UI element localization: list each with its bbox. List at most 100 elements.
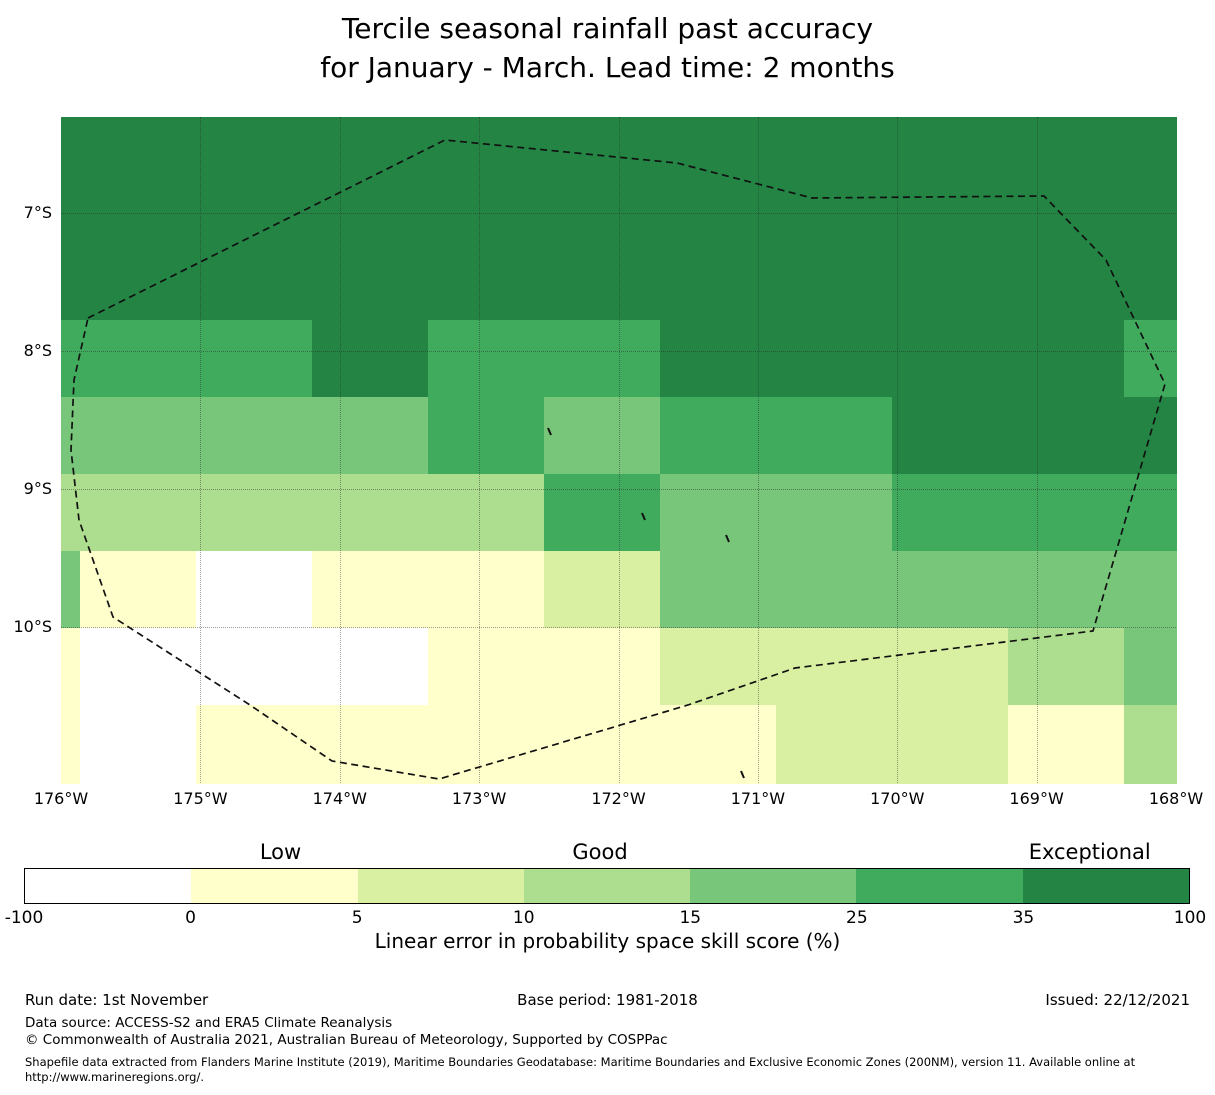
meridian-gridline [897,117,899,783]
grid-cell [428,166,545,244]
grid-cell [660,551,777,629]
grid-cell [776,117,893,167]
grid-cell [196,551,313,629]
grid-cell [428,551,545,629]
x-axis-tick-label: 172°W [591,789,646,808]
grid-cell [1008,628,1125,706]
grid-cell [776,474,893,552]
grid-cell [1008,320,1125,398]
colorbar-segment [191,869,358,903]
x-axis-tick-label: 169°W [1009,789,1064,808]
x-axis-tick-label: 175°W [173,789,228,808]
grid-cell [196,397,313,475]
grid-cell [196,474,313,552]
grid-cell [892,705,1009,784]
parallel-gridline [61,213,1176,214]
x-axis-tick-label: 173°W [451,789,507,808]
footer-shapefile-note: Shapefile data extracted from Flanders M… [25,1055,1136,1084]
grid-cell [892,117,1009,167]
grid-cell [312,397,429,475]
x-axis-tick-label: 168°W [1148,789,1204,808]
grid-cell [544,117,661,167]
grid-cell [892,474,1009,552]
grid-cell [428,628,545,706]
grid-cell [312,628,429,706]
grid-cell [544,705,661,784]
colorbar-category-label: Exceptional [1028,840,1151,864]
grid-cell [660,628,777,706]
grid-cell [892,166,1009,244]
grid-cell [312,166,429,244]
grid-cell [80,551,197,629]
grid-cell [544,397,661,475]
grid-cell [80,705,197,784]
grid-cell [196,320,313,398]
grid-cell [544,474,661,552]
grid-cell [1124,628,1177,706]
grid-cell [196,628,313,706]
colorbar-title: Linear error in probability space skill … [374,929,841,953]
colorbar-tick-label: 25 [846,908,868,928]
grid-cell [776,397,893,475]
grid-cell [776,243,893,321]
colorbar-tick-label: -100 [4,908,44,928]
colorbar-tick-label: 15 [679,908,702,928]
footer-copyright: © Commonwealth of Australia 2021, Austra… [25,1032,668,1048]
grid-cell [544,166,661,244]
grid-cell [1124,705,1177,784]
colorbar-tick-label: 100 [1173,908,1207,928]
grid-cell [196,166,313,244]
y-axis-tick-label: 7°S [23,203,52,222]
grid-cell [544,551,661,629]
grid-cell [61,320,81,398]
grid-cell [1124,397,1177,475]
grid-cell [660,474,777,552]
grid-cell [428,705,545,784]
grid-cell [1008,117,1125,167]
grid-cell [80,397,197,475]
x-axis-tick-label: 174°W [312,789,367,808]
grid-cell [1008,243,1125,321]
grid-cell [80,117,197,167]
parallel-gridline [61,627,1176,628]
meridian-gridline [757,117,759,783]
grid-cell [312,551,429,629]
footer-data-source: Data source: ACCESS-S2 and ERA5 Climate … [25,1015,393,1031]
grid-cell [1008,551,1125,629]
footer-base-period: Base period: 1981-2018 [517,991,698,1009]
grid-cell [80,166,197,244]
grid-cell [892,397,1009,475]
colorbar-segment [523,869,691,903]
grid-cell [660,320,777,398]
grid-cell [1008,474,1125,552]
colorbar-category-label: Good [572,840,628,864]
meridian-gridline [618,117,620,783]
chart-title-line-1: Tercile seasonal rainfall past accuracy [341,12,874,45]
footer-run-date: Run date: 1st November [25,991,209,1009]
colorbar-tick-label: 5 [351,908,363,928]
grid-cell [1124,243,1177,321]
meridian-gridline [479,117,481,783]
y-axis-tick-label: 10°S [13,617,52,636]
grid-cell [61,166,81,244]
colorbar-tick-label: 35 [1012,908,1035,928]
map-plot [61,117,1177,784]
grid-cell [61,397,81,475]
grid-cell [1008,705,1125,784]
chart-title-line-2: for January - March. Lead time: 2 months [320,51,895,84]
colorbar-segment [357,869,524,903]
colorbar-category-label: Low [259,840,302,864]
grid-cell [312,320,429,398]
grid-cell [1124,551,1177,629]
grid-cell [312,705,429,784]
grid-cell [61,628,81,706]
grid-cell [196,705,313,784]
grid-cell [892,628,1009,706]
grid-cell [892,551,1009,629]
parallel-gridline [61,489,1176,490]
meridian-gridline [200,117,202,783]
x-axis-tick-label: 170°W [870,789,925,808]
colorbar-segment [25,869,192,903]
grid-cell [1008,397,1125,475]
